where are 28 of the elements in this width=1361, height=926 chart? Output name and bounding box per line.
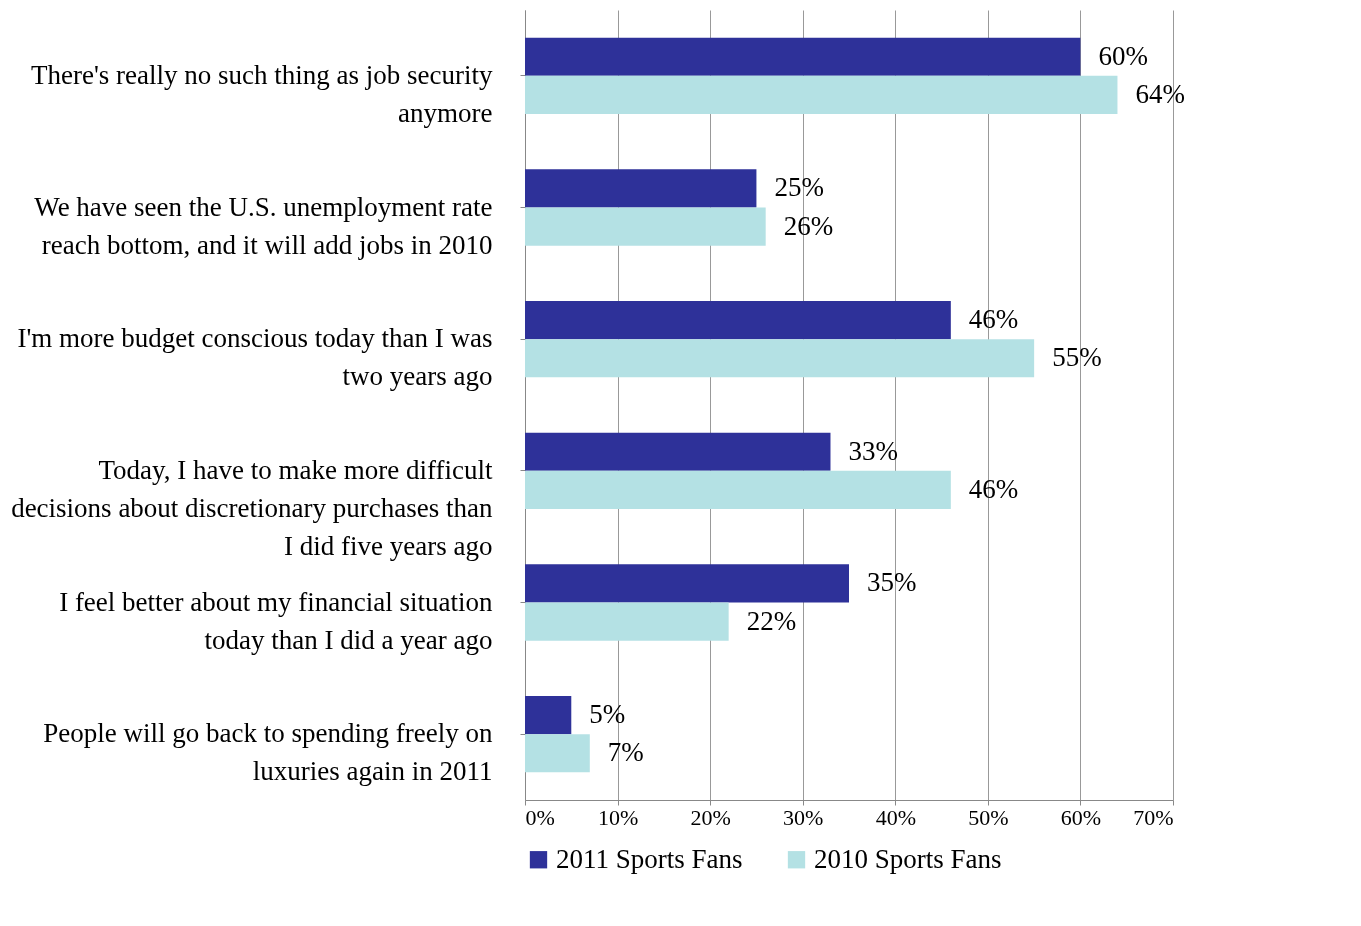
data-label: 35% (867, 567, 917, 598)
legend-label: 2011 Sports Fans (556, 843, 743, 874)
data-label: 64% (1135, 78, 1185, 109)
y-tick-label: Today, I have to make more difficult decisions about discretionary purchases than I did five years ago (11, 454, 493, 561)
data-label: 26% (783, 210, 834, 241)
data-label: 60% (1098, 40, 1148, 71)
data-label: 5% (589, 699, 626, 730)
x-tick-label: 40% (875, 804, 916, 830)
data-label: 46% (968, 473, 1019, 504)
data-label: 7% (607, 737, 644, 768)
y-tick-label: People will go back to spending freely on luxuries again in 2011 (43, 718, 493, 787)
data-label: 22% (746, 605, 797, 636)
data-label: 46% (968, 304, 1019, 335)
y-tick-label: I feel better about my financial situation today than I did a year ago (59, 586, 493, 655)
y-tick-label: I'm more budget conscious today than I was two years ago (17, 323, 493, 392)
x-tick-label: 60% (1060, 804, 1102, 830)
x-tick-label: 20% (690, 804, 731, 830)
legend-label: 2010 Sports Fans (814, 843, 1002, 874)
data-label: 25% (774, 172, 824, 203)
y-tick-label: There's really no such thing as job security anymore (31, 59, 493, 128)
data-label: 33% (848, 435, 898, 466)
x-tick-label: 50% (968, 804, 1009, 830)
x-tick-label: 70% (1133, 804, 1174, 830)
data-label: 55% (1052, 342, 1102, 373)
x-tick-label: 30% (783, 804, 824, 830)
x-tick-label: 10% (597, 804, 639, 830)
y-tick-label: We have seen the U.S. unemployment rate reach bottom, and it will add jobs in 2010 (34, 191, 493, 260)
x-tick-label: 0% (525, 804, 555, 830)
